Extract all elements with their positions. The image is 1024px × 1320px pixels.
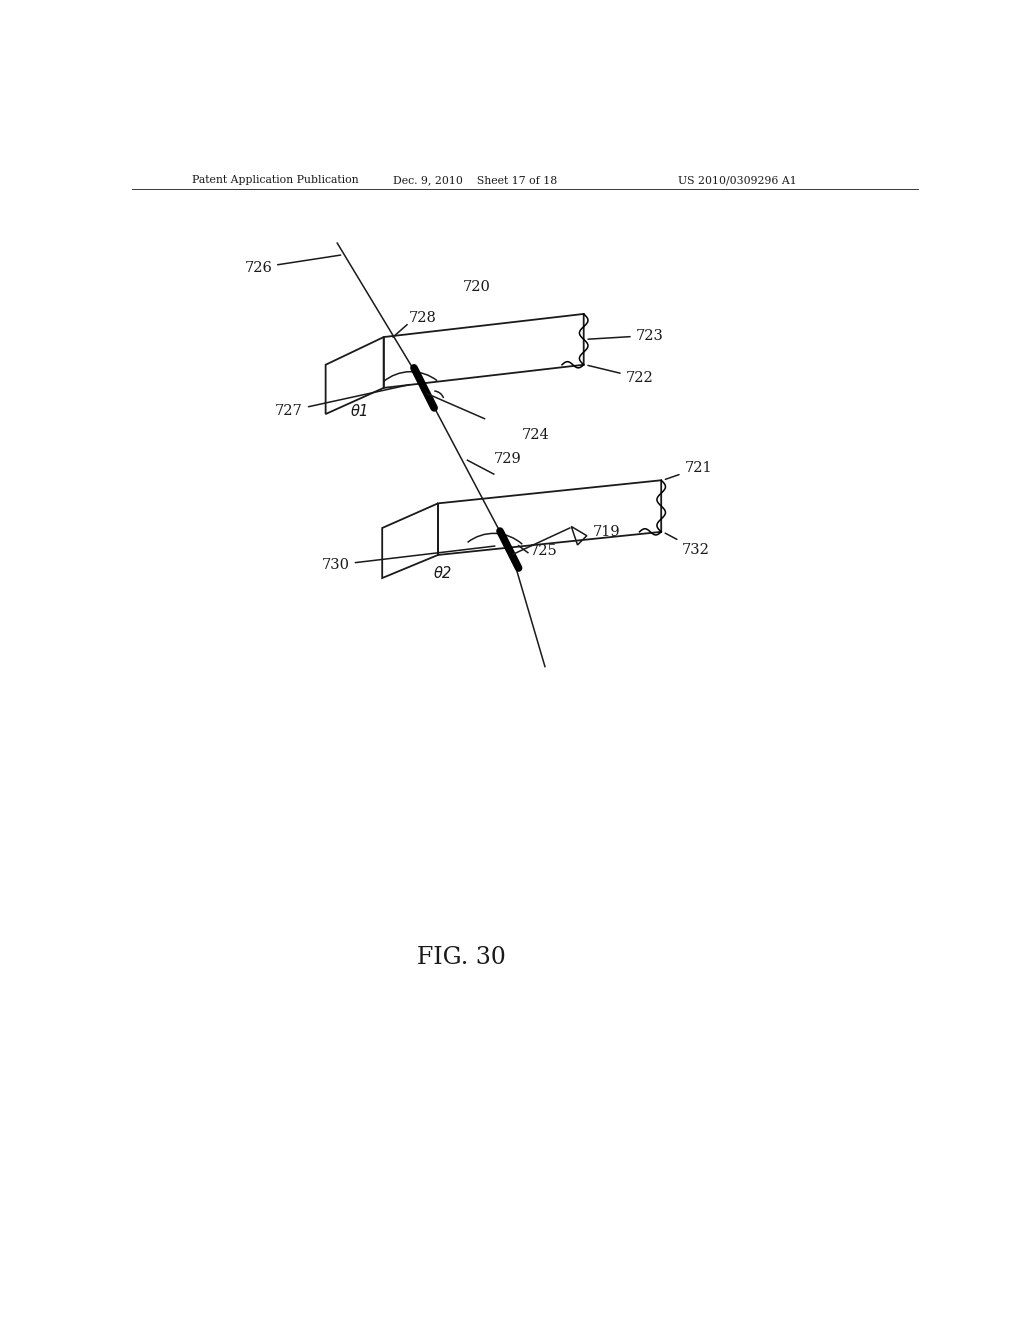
Text: 720: 720 — [463, 280, 490, 294]
Text: 726: 726 — [245, 255, 341, 275]
Text: 729: 729 — [494, 451, 521, 466]
Text: 725: 725 — [529, 544, 557, 558]
Text: 719: 719 — [593, 525, 621, 539]
Text: FIG. 30: FIG. 30 — [417, 946, 506, 969]
Text: Dec. 9, 2010    Sheet 17 of 18: Dec. 9, 2010 Sheet 17 of 18 — [393, 176, 557, 185]
Text: 722: 722 — [588, 366, 653, 385]
Text: US 2010/0309296 A1: US 2010/0309296 A1 — [678, 176, 797, 185]
Text: 721: 721 — [666, 461, 712, 479]
Text: 732: 732 — [666, 533, 710, 557]
Text: 724: 724 — [521, 429, 550, 442]
Text: 728: 728 — [409, 310, 436, 325]
Text: 727: 727 — [275, 384, 410, 418]
Text: Patent Application Publication: Patent Application Publication — [191, 176, 358, 185]
Text: $\theta$2: $\theta$2 — [432, 565, 452, 581]
Text: $\theta$1: $\theta$1 — [350, 403, 369, 418]
Text: 723: 723 — [588, 329, 664, 342]
Text: 730: 730 — [322, 546, 495, 572]
